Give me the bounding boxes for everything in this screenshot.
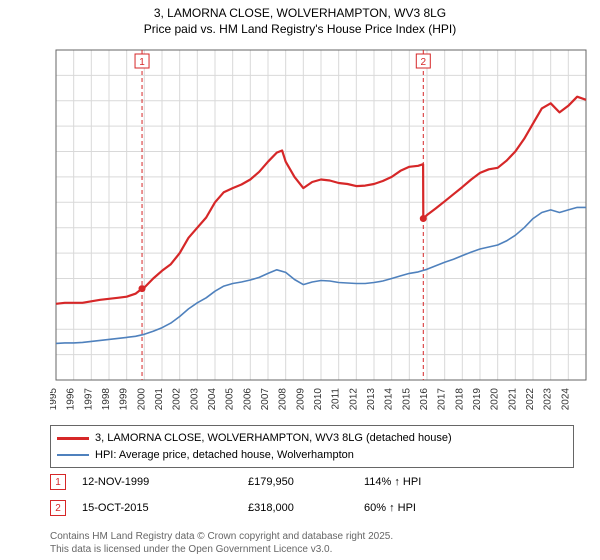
svg-text:1995: 1995	[50, 388, 59, 411]
title-line1: 3, LAMORNA CLOSE, WOLVERHAMPTON, WV3 8LG	[0, 6, 600, 22]
sale-marker-icon: 2	[50, 500, 66, 516]
svg-text:2017: 2017	[437, 388, 448, 411]
svg-text:2003: 2003	[189, 388, 200, 411]
chart-titles: 3, LAMORNA CLOSE, WOLVERHAMPTON, WV3 8LG…	[0, 0, 600, 37]
svg-text:2008: 2008	[278, 388, 289, 411]
svg-text:2024: 2024	[560, 388, 571, 411]
svg-text:2002: 2002	[172, 388, 183, 411]
legend-row: 3, LAMORNA CLOSE, WOLVERHAMPTON, WV3 8LG…	[57, 430, 567, 447]
sale-row: 1 12-NOV-1999 £179,950 114% ↑ HPI	[50, 474, 560, 490]
sale-row: 2 15-OCT-2015 £318,000 60% ↑ HPI	[50, 500, 560, 516]
svg-text:2007: 2007	[260, 388, 271, 411]
sale-price: £318,000	[248, 502, 348, 514]
attribution-text: Contains HM Land Registry data © Crown c…	[50, 531, 560, 556]
svg-text:2022: 2022	[525, 388, 536, 411]
legend-swatch	[57, 437, 89, 440]
attrib-line2: This data is licensed under the Open Gov…	[50, 544, 560, 557]
chart-plot-area: £0£50K£100K£150K£200K£250K£300K£350K£400…	[50, 46, 590, 416]
legend-swatch	[57, 454, 89, 456]
svg-text:2006: 2006	[242, 388, 253, 411]
sale-pct-vs-hpi: 114% ↑ HPI	[364, 476, 484, 488]
svg-text:1996: 1996	[66, 388, 77, 411]
sale-price: £179,950	[248, 476, 348, 488]
sale-marker-number: 1	[55, 477, 61, 488]
legend-row: HPI: Average price, detached house, Wolv…	[57, 447, 567, 464]
sale-marker-number: 2	[55, 503, 61, 514]
svg-text:2015: 2015	[401, 388, 412, 411]
svg-text:2005: 2005	[225, 388, 236, 411]
svg-text:2013: 2013	[366, 388, 377, 411]
svg-text:2010: 2010	[313, 388, 324, 411]
svg-text:2012: 2012	[348, 388, 359, 411]
sale-date: 12-NOV-1999	[82, 476, 232, 488]
svg-text:2001: 2001	[154, 388, 165, 411]
svg-text:2: 2	[421, 57, 427, 68]
legend-label: 3, LAMORNA CLOSE, WOLVERHAMPTON, WV3 8LG…	[95, 430, 452, 447]
chart-svg: £0£50K£100K£150K£200K£250K£300K£350K£400…	[50, 46, 590, 416]
svg-text:1999: 1999	[119, 388, 130, 411]
legend-label: HPI: Average price, detached house, Wolv…	[95, 447, 354, 464]
svg-text:2016: 2016	[419, 388, 430, 411]
svg-text:2000: 2000	[136, 388, 147, 411]
svg-text:1997: 1997	[83, 388, 94, 411]
attrib-line1: Contains HM Land Registry data © Crown c…	[50, 531, 560, 544]
chart-legend: 3, LAMORNA CLOSE, WOLVERHAMPTON, WV3 8LG…	[50, 425, 574, 468]
svg-text:1: 1	[139, 57, 145, 68]
svg-text:1998: 1998	[101, 388, 112, 411]
svg-text:2019: 2019	[472, 388, 483, 411]
svg-text:2020: 2020	[490, 388, 501, 411]
svg-text:2011: 2011	[331, 388, 342, 410]
sale-pct-vs-hpi: 60% ↑ HPI	[364, 502, 484, 514]
svg-text:2014: 2014	[384, 388, 395, 411]
sale-marker-icon: 1	[50, 474, 66, 490]
svg-text:2021: 2021	[507, 388, 518, 411]
svg-text:2004: 2004	[207, 388, 218, 411]
svg-text:2009: 2009	[295, 388, 306, 411]
sale-date: 15-OCT-2015	[82, 502, 232, 514]
svg-text:2018: 2018	[454, 388, 465, 411]
svg-text:2023: 2023	[543, 388, 554, 411]
title-line2: Price paid vs. HM Land Registry's House …	[0, 22, 600, 38]
